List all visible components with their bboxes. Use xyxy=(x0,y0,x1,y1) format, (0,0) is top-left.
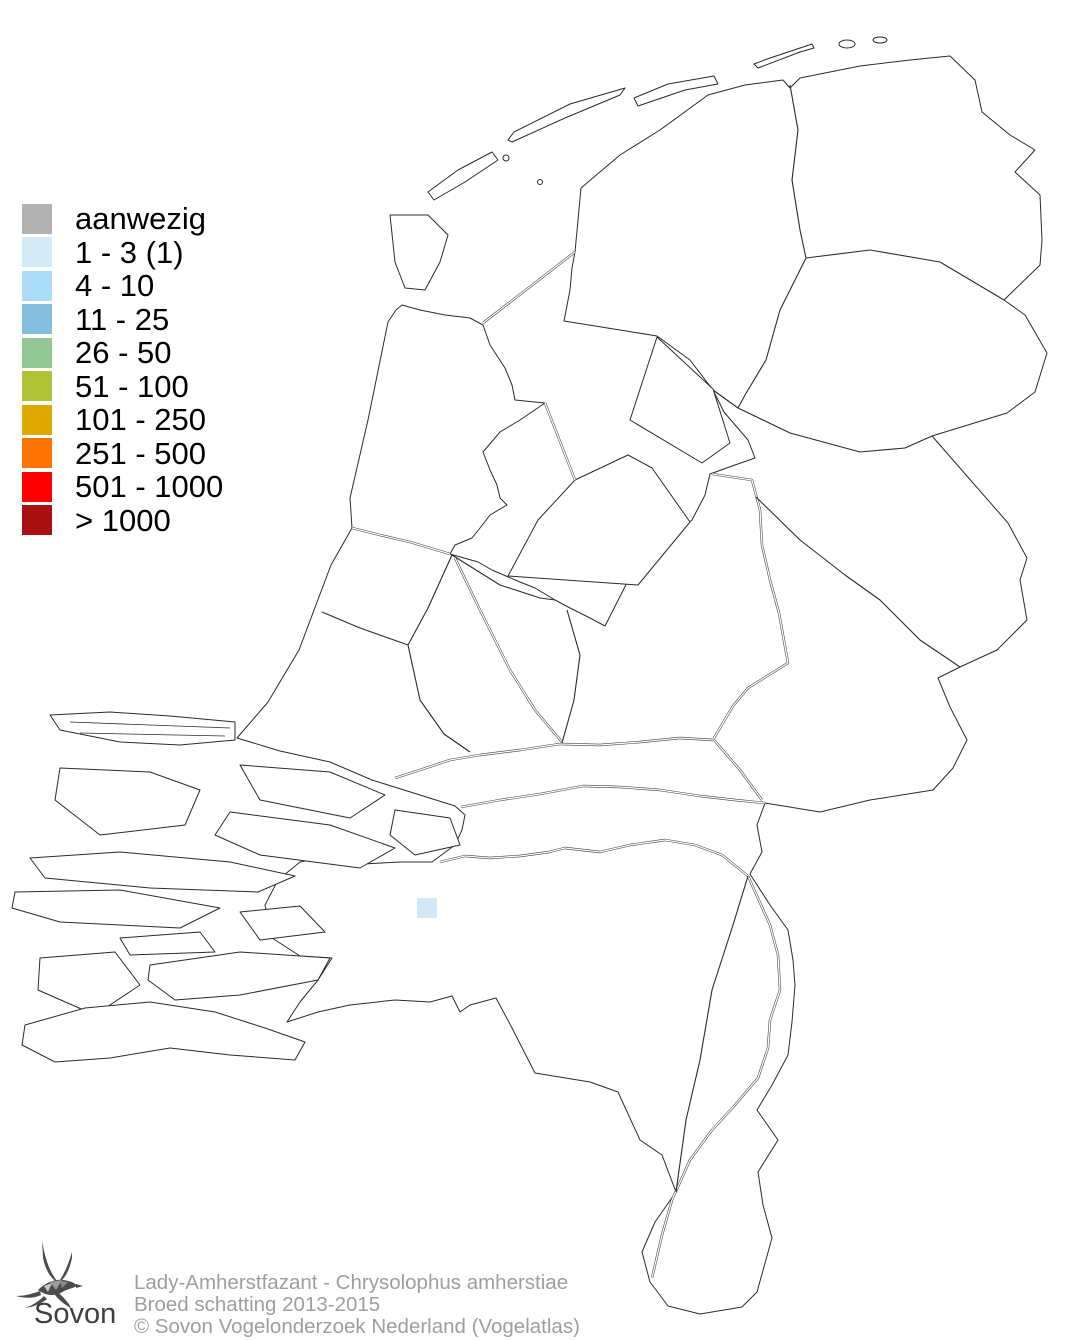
legend-label: > 1000 xyxy=(75,502,171,538)
legend-item: 501 - 1000 xyxy=(22,470,223,504)
hoeksche-waard-island xyxy=(214,811,396,869)
ijsselmonde-island xyxy=(239,764,386,819)
legend-label: 251 - 500 xyxy=(75,435,206,471)
zuid-beveland-island xyxy=(147,951,331,1001)
legend-item: aanwezig xyxy=(22,202,223,236)
rottum-islet xyxy=(838,39,856,49)
legend-color-swatch xyxy=(22,337,52,368)
legend-item: 251 - 500 xyxy=(22,437,223,471)
legend: aanwezig 1 - 3 (1) 4 - 10 11 - 25 26 - 50 51 … xyxy=(22,202,223,537)
survey-subtitle: Broed schatting 2013-2015 xyxy=(134,1292,381,1316)
legend-label: 51 - 100 xyxy=(75,368,189,404)
walcheren-island xyxy=(37,951,141,1016)
dordrecht-island xyxy=(389,809,461,856)
flevoland-polder xyxy=(507,454,691,586)
border-friesland-overijssel xyxy=(712,389,739,409)
border-gelderland-utrecht xyxy=(561,609,581,744)
richel-islet xyxy=(502,154,510,162)
border-noordholland-utrecht xyxy=(451,554,556,601)
species-title: Lady-Amherstfazant - Chrysolophus amhers… xyxy=(134,1271,569,1294)
legend-color-swatch xyxy=(22,371,52,402)
legend-color-swatch xyxy=(22,270,52,301)
europoort-strip xyxy=(49,711,236,746)
legend-label: aanwezig xyxy=(75,201,206,237)
terschelling-island xyxy=(507,87,626,143)
map-credits: Lady-Amherstfazant - Chrysolophus amhers… xyxy=(134,1272,580,1337)
texel-island xyxy=(389,214,449,291)
border-noordholland-zuidholland xyxy=(321,611,409,646)
observation-cell xyxy=(417,898,437,918)
legend-color-swatch xyxy=(22,471,52,502)
border-brabant-limburg xyxy=(675,875,749,1193)
legend-label: 26 - 50 xyxy=(75,335,172,371)
land-layer xyxy=(11,36,1048,1315)
sovon-logo-text: Sovon xyxy=(34,1298,117,1330)
legend-color-swatch xyxy=(22,237,52,268)
legend-item: 1 - 3 (1) xyxy=(22,236,223,270)
harbour-channels xyxy=(69,721,231,737)
ameland-island xyxy=(633,75,719,107)
schouwen-duiveland-island xyxy=(11,889,221,929)
legend-item: 51 - 100 xyxy=(22,370,223,404)
legend-item: 4 - 10 xyxy=(22,269,223,303)
border-groningen-drenthe xyxy=(805,249,1005,301)
border-utrecht-zuidholland xyxy=(407,554,471,753)
legend-color-swatch xyxy=(22,203,52,234)
copyright-line: © Sovon Vogelonderzoek Nederland (Vogela… xyxy=(134,1314,580,1338)
legend-item: 26 - 50 xyxy=(22,336,223,370)
border-friesland-groningen xyxy=(789,84,807,259)
legend-color-swatch xyxy=(22,404,52,435)
border-overijssel-gelderland xyxy=(755,496,961,668)
legend-color-swatch xyxy=(22,304,52,335)
legend-color-swatch xyxy=(22,438,52,469)
legend-label: 501 - 1000 xyxy=(75,469,224,505)
legend-label: 1 - 3 (1) xyxy=(75,234,184,270)
griend-islet xyxy=(537,179,543,185)
mainland-outline xyxy=(236,55,1048,1315)
goeree-overflakkee-island xyxy=(29,851,296,893)
sovon-swallow-logo-icon xyxy=(16,1240,83,1308)
zeeuws-vlaanderen xyxy=(21,1001,306,1063)
legend-item: 11 - 25 xyxy=(22,303,223,337)
voorne-putten-island xyxy=(54,767,201,836)
noordoostpolder xyxy=(629,336,731,464)
vlieland-island xyxy=(427,151,499,201)
observation-layer xyxy=(417,898,437,918)
legend-color-swatch xyxy=(22,505,52,536)
legend-item: 101 - 250 xyxy=(22,403,223,437)
legend-label: 101 - 250 xyxy=(75,402,206,438)
border-friesland-drenthe xyxy=(737,257,807,409)
tholen-island xyxy=(239,905,326,941)
legend-item: > 1000 xyxy=(22,504,223,538)
legend-label: 11 - 25 xyxy=(75,301,170,337)
border-drenthe-overijssel xyxy=(737,407,933,453)
rottum-islet xyxy=(872,36,888,44)
noord-beveland-island xyxy=(119,931,216,956)
province-borders xyxy=(321,84,1005,1193)
schiermonnikoog-island xyxy=(753,43,815,69)
legend-label: 4 - 10 xyxy=(75,268,155,304)
